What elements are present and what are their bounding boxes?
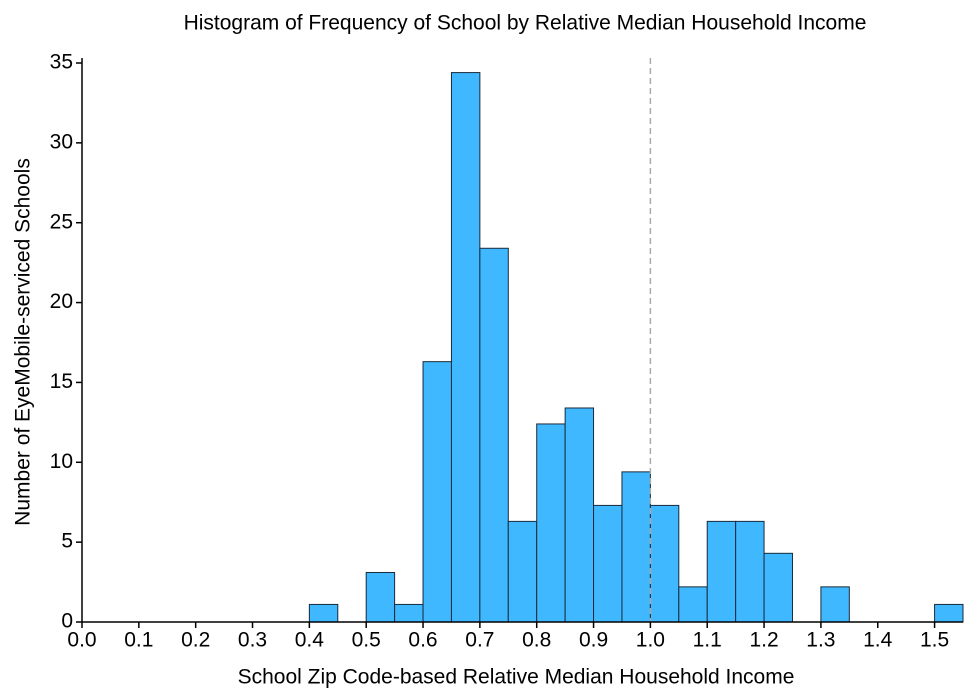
x-tick-label: 0.0 bbox=[67, 629, 96, 652]
chart-title: Histogram of Frequency of School by Rela… bbox=[184, 12, 867, 35]
bar bbox=[308, 603, 339, 623]
bar bbox=[649, 504, 680, 623]
bar bbox=[365, 571, 396, 623]
bar bbox=[564, 407, 595, 623]
x-tick-label: 0.1 bbox=[124, 629, 153, 652]
y-tick-label: 35 bbox=[50, 51, 73, 74]
bar bbox=[394, 603, 424, 623]
bar bbox=[422, 361, 452, 623]
y-tick-label: 10 bbox=[50, 450, 73, 473]
y-tick-label: 30 bbox=[50, 130, 73, 153]
x-tick-label: 1.1 bbox=[693, 629, 722, 652]
bar bbox=[479, 247, 509, 623]
x-tick-label: 0.9 bbox=[579, 629, 608, 652]
x-tick-label: 0.2 bbox=[181, 629, 210, 652]
y-tick-label: 20 bbox=[50, 290, 73, 313]
bar bbox=[735, 520, 765, 623]
bar bbox=[507, 520, 538, 623]
bar bbox=[536, 423, 566, 623]
x-tick-label: 0.5 bbox=[352, 629, 381, 652]
x-tick-label: 1.0 bbox=[636, 629, 665, 652]
y-tick-label: 25 bbox=[50, 210, 73, 233]
bar bbox=[820, 586, 850, 623]
x-tick-label: 1.5 bbox=[920, 629, 949, 652]
y-axis-label: Number of EyeMobile-serviced Schools bbox=[12, 158, 35, 526]
x-tick-label: 0.6 bbox=[408, 629, 437, 652]
x-tick-label: 1.4 bbox=[863, 629, 893, 652]
x-tick-label: 0.3 bbox=[238, 629, 267, 652]
x-tick-label: 0.4 bbox=[295, 629, 325, 652]
bar bbox=[593, 504, 623, 623]
bar bbox=[678, 586, 708, 623]
bar bbox=[621, 471, 651, 623]
x-axis-label: School Zip Code-based Relative Median Ho… bbox=[238, 666, 795, 689]
bar bbox=[450, 72, 481, 623]
bar bbox=[934, 603, 964, 623]
y-tick-label: 0 bbox=[61, 610, 73, 633]
bar bbox=[763, 552, 793, 623]
y-tick-label: 15 bbox=[50, 370, 73, 393]
bar bbox=[706, 520, 737, 623]
x-tick-label: 0.8 bbox=[522, 629, 551, 652]
y-tick-label: 5 bbox=[61, 530, 73, 553]
x-tick-label: 1.3 bbox=[806, 629, 835, 652]
x-tick-label: 0.7 bbox=[465, 629, 494, 652]
x-tick-label: 1.2 bbox=[749, 629, 778, 652]
